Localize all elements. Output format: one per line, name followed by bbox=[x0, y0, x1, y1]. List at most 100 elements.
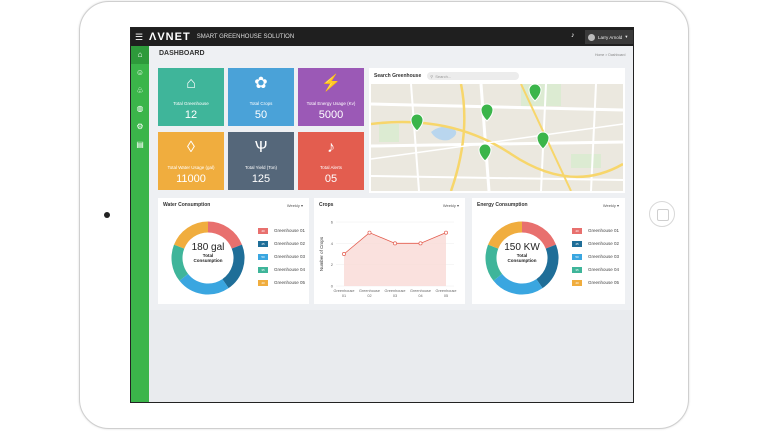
legend-label: Greenhouse 02 bbox=[588, 241, 620, 246]
donut-slice[interactable] bbox=[174, 221, 209, 250]
hamburger-menu-icon[interactable]: ☰ bbox=[134, 31, 144, 42]
energy-icon: ⚡ bbox=[321, 75, 341, 92]
energy-consumption-panel: Energy Consumption Weekly ▾ 150 KW Total… bbox=[472, 198, 625, 304]
legend-label: Greenhouse 01 bbox=[588, 228, 620, 233]
y-tick-label: 6 bbox=[331, 220, 334, 225]
data-point[interactable] bbox=[418, 241, 423, 246]
water-drop-icon: ◊ bbox=[187, 139, 195, 156]
legend-item[interactable]: 35 Greenhouse 04 bbox=[572, 263, 619, 276]
x-tick-label: Greenhouse bbox=[385, 289, 406, 293]
plant-icon[interactable]: ♧ bbox=[136, 86, 144, 95]
x-tick-label: Greenhouse bbox=[410, 289, 431, 293]
x-tick-label: Greenhouse bbox=[359, 289, 380, 293]
x-tick-label: Greenhouse bbox=[334, 289, 355, 293]
stat-tile[interactable]: ⌂ Total Greenhouse 12 bbox=[158, 68, 224, 126]
brand-subtitle: SMART GREENHOUSE SOLUTION bbox=[196, 34, 295, 40]
water-center-label-2: Consumption bbox=[193, 258, 223, 263]
legend-label: Greenhouse 04 bbox=[274, 267, 306, 272]
data-point[interactable] bbox=[367, 230, 372, 235]
donut-slice[interactable] bbox=[485, 244, 503, 281]
greenhouse-search-input[interactable]: ⚲ Search... bbox=[427, 72, 520, 80]
stat-tile[interactable]: ⚡ Total Energy Usage (Kv) 5000 bbox=[298, 68, 364, 126]
x-tick-label: Greenhouse bbox=[436, 289, 457, 293]
stat-tile-label: Total Crops bbox=[249, 101, 273, 106]
settings-icon[interactable]: ⚙ bbox=[136, 122, 144, 131]
report-icon[interactable]: ▤ bbox=[136, 140, 144, 149]
breadcrumb: Home > Dashboard bbox=[595, 53, 626, 57]
data-point[interactable] bbox=[393, 241, 397, 246]
water-center-value: 180 gal bbox=[191, 242, 225, 253]
legend-item[interactable]: 45 Greenhouse 02 bbox=[572, 237, 619, 250]
crops-panel: Crops Weekly ▾ 0 2 4 6 Number of Crops Greenh… bbox=[314, 198, 465, 304]
legend-swatch: 35 bbox=[258, 266, 268, 273]
donut-slice[interactable] bbox=[171, 244, 189, 281]
water-consumption-panel: Water Consumption Weekly ▾ 180 gal Total… bbox=[158, 198, 309, 304]
notification-bell-icon[interactable]: ♪ bbox=[571, 32, 575, 39]
legend-label: Greenhouse 04 bbox=[588, 267, 620, 272]
map-graphic bbox=[371, 84, 623, 191]
search-icon: ⚲ bbox=[430, 73, 434, 79]
user-icon[interactable]: ☺ bbox=[135, 68, 145, 77]
greenhouse-icon: ⌂ bbox=[186, 75, 196, 92]
energy-center: 150 KW Total Consumption bbox=[492, 242, 552, 263]
app-screen: ☰ ΛVNET SMART GREENHOUSE SOLUTION ♪ Larr… bbox=[130, 27, 634, 403]
legend-swatch: 40 bbox=[258, 227, 268, 234]
legend-swatch: 35 bbox=[572, 266, 582, 273]
legend-item[interactable]: 40 Greenhouse 05 bbox=[258, 276, 305, 289]
legend-item[interactable]: 35 Greenhouse 04 bbox=[258, 263, 305, 276]
x-tick-label: 05 bbox=[444, 294, 448, 298]
energy-period-dropdown[interactable]: Weekly ▾ bbox=[602, 203, 619, 208]
energy-donut-chart bbox=[485, 221, 559, 295]
x-tick-label: 02 bbox=[367, 294, 371, 298]
legend-item[interactable]: 40 Greenhouse 01 bbox=[572, 224, 619, 237]
stat-tile-value: 05 bbox=[324, 173, 338, 185]
greenhouse-map[interactable] bbox=[371, 84, 623, 191]
water-center: 180 gal Total Consumption bbox=[178, 242, 238, 263]
tablet-home-button[interactable] bbox=[649, 201, 675, 227]
legend-label: Greenhouse 05 bbox=[274, 280, 306, 285]
crops-period-dropdown[interactable]: Weekly ▾ bbox=[442, 203, 459, 208]
brand-logo: ΛVNET bbox=[149, 31, 191, 43]
energy-legend: 40 Greenhouse 01 45 Greenhouse 02 50 Greenhou… bbox=[572, 224, 619, 289]
water-donut-chart bbox=[171, 221, 245, 295]
grass-icon: Ѱ bbox=[254, 139, 268, 156]
legend-item[interactable]: 50 Greenhouse 03 bbox=[572, 250, 619, 263]
x-tick-label: 04 bbox=[418, 294, 422, 298]
water-center-label-1: Total bbox=[202, 253, 214, 258]
energy-center-value: 150 KW bbox=[504, 242, 540, 253]
stat-tile-label: Total Alerts bbox=[319, 165, 342, 170]
stat-tile[interactable]: ♪ Total Alerts 05 bbox=[298, 132, 364, 190]
stat-tile-value: 12 bbox=[184, 109, 198, 121]
donut-slice[interactable] bbox=[521, 221, 556, 250]
donut-slice[interactable] bbox=[488, 221, 523, 250]
map-title: Search Greenhouse bbox=[374, 73, 422, 79]
donut-slice[interactable] bbox=[207, 221, 242, 250]
user-menu[interactable]: Larry Arnold ▾ bbox=[585, 30, 633, 44]
chevron-down-icon: ▾ bbox=[625, 34, 628, 39]
energy-center-label-1: Total bbox=[516, 253, 528, 258]
donut-slice[interactable] bbox=[493, 273, 543, 295]
stat-tile-value: 11000 bbox=[176, 173, 206, 185]
legend-item[interactable]: 40 Greenhouse 01 bbox=[258, 224, 305, 237]
donut-slice[interactable] bbox=[536, 244, 559, 289]
x-tick-label: 01 bbox=[342, 294, 346, 298]
legend-item[interactable]: 50 Greenhouse 03 bbox=[258, 250, 305, 263]
stat-tile[interactable]: ✿ Total Crops 50 bbox=[228, 68, 294, 126]
stat-tile[interactable]: Ѱ Total Yield (Ton) 125 bbox=[228, 132, 294, 190]
greenhouse-icon[interactable]: ⌂ bbox=[131, 46, 149, 64]
donut-slice[interactable] bbox=[222, 244, 245, 289]
legend-swatch: 40 bbox=[572, 279, 582, 286]
legend-item[interactable]: 45 Greenhouse 02 bbox=[258, 237, 305, 250]
data-point[interactable] bbox=[444, 230, 448, 235]
stat-tile-value: 50 bbox=[254, 109, 268, 121]
donut-slice[interactable] bbox=[179, 273, 229, 295]
stat-tile[interactable]: ◊ Total Water Usage (gal) 11000 bbox=[158, 132, 224, 190]
water-period-dropdown[interactable]: Weekly ▾ bbox=[286, 203, 303, 208]
data-point[interactable] bbox=[342, 252, 346, 256]
stat-tile-label: Total Greenhouse bbox=[173, 101, 209, 106]
line-area-fill bbox=[344, 232, 446, 286]
legend-item[interactable]: 40 Greenhouse 05 bbox=[572, 276, 619, 289]
globe-icon[interactable]: ◍ bbox=[136, 104, 144, 113]
legend-swatch: 50 bbox=[572, 253, 582, 260]
